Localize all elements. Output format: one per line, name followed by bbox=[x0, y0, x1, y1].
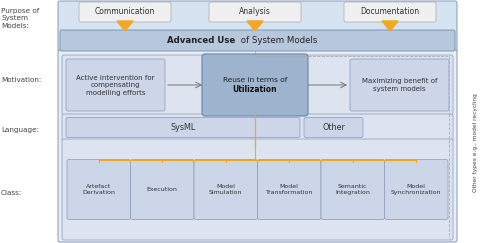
FancyBboxPatch shape bbox=[62, 114, 453, 141]
FancyBboxPatch shape bbox=[257, 159, 321, 219]
Text: Motivation:: Motivation: bbox=[1, 77, 41, 83]
Text: Communication: Communication bbox=[95, 8, 155, 17]
Text: Semantic
Integration: Semantic Integration bbox=[336, 184, 370, 195]
Text: Class:: Class: bbox=[1, 190, 23, 196]
Text: Purpose of
System
Models:: Purpose of System Models: bbox=[1, 8, 39, 29]
Text: Reuse in terms of: Reuse in terms of bbox=[223, 77, 287, 83]
Text: Analysis: Analysis bbox=[239, 8, 271, 17]
FancyBboxPatch shape bbox=[58, 50, 457, 242]
FancyBboxPatch shape bbox=[60, 30, 455, 51]
FancyBboxPatch shape bbox=[194, 159, 257, 219]
Text: Artefact
Derivation: Artefact Derivation bbox=[82, 184, 115, 195]
Text: Execution: Execution bbox=[147, 187, 178, 192]
FancyBboxPatch shape bbox=[384, 159, 448, 219]
Text: Utilization: Utilization bbox=[233, 86, 277, 95]
Text: Other types e.g., model recycling: Other types e.g., model recycling bbox=[473, 94, 479, 192]
FancyBboxPatch shape bbox=[131, 159, 194, 219]
Text: Model
Transformation: Model Transformation bbox=[265, 184, 313, 195]
Text: Advanced Use: Advanced Use bbox=[167, 36, 236, 45]
FancyBboxPatch shape bbox=[202, 54, 308, 116]
Text: of System Models: of System Models bbox=[238, 36, 317, 45]
Polygon shape bbox=[117, 21, 133, 31]
Text: Model
Simulation: Model Simulation bbox=[209, 184, 242, 195]
Text: Model
Synchronization: Model Synchronization bbox=[391, 184, 442, 195]
FancyBboxPatch shape bbox=[66, 59, 165, 111]
Text: Language:: Language: bbox=[1, 127, 39, 133]
FancyBboxPatch shape bbox=[79, 2, 171, 22]
FancyBboxPatch shape bbox=[321, 159, 384, 219]
FancyBboxPatch shape bbox=[62, 55, 453, 115]
FancyBboxPatch shape bbox=[209, 2, 301, 22]
Polygon shape bbox=[247, 21, 263, 31]
Text: Active intervention for
compensating
modelling efforts: Active intervention for compensating mod… bbox=[76, 75, 155, 95]
FancyBboxPatch shape bbox=[350, 59, 449, 111]
FancyBboxPatch shape bbox=[62, 139, 453, 240]
Text: SysML: SysML bbox=[170, 123, 196, 132]
FancyBboxPatch shape bbox=[344, 2, 436, 22]
FancyBboxPatch shape bbox=[66, 118, 300, 138]
FancyBboxPatch shape bbox=[58, 1, 457, 52]
Text: Other: Other bbox=[322, 123, 345, 132]
Text: Maximizing benefit of
system models: Maximizing benefit of system models bbox=[362, 78, 437, 92]
FancyBboxPatch shape bbox=[67, 159, 131, 219]
Text: Documentation: Documentation bbox=[360, 8, 420, 17]
FancyBboxPatch shape bbox=[304, 118, 363, 138]
Polygon shape bbox=[382, 21, 398, 31]
